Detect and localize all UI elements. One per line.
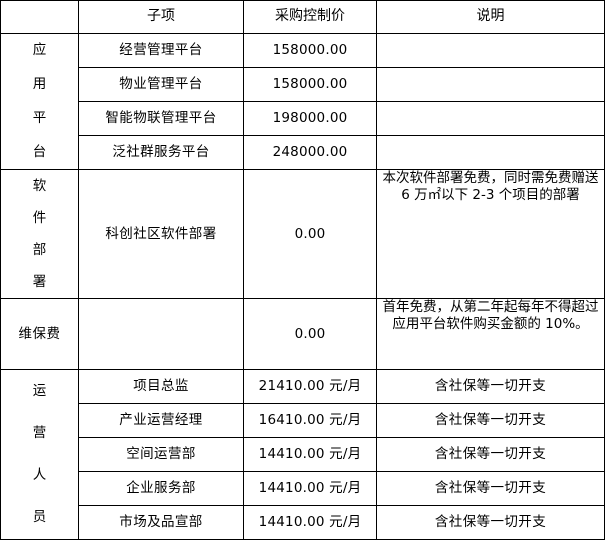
vertical-label: 软 件 部 署 bbox=[1, 170, 78, 298]
price-cell: 14410.00 元/月 bbox=[243, 437, 377, 472]
category-cell-maintenance-fee: 维保费 bbox=[0, 298, 79, 370]
note-cell: 本次软件部署免费，同时需免费赠送 6 万㎡以下 2-3 个项目的部署 bbox=[376, 169, 605, 299]
note-cell: 含社保等一切开支 bbox=[376, 403, 605, 438]
table-row: 物业管理平台 158000.00 bbox=[1, 67, 605, 102]
subitem-cell: 智能物联管理平台 bbox=[78, 101, 244, 136]
vertical-char: 署 bbox=[32, 273, 47, 290]
vertical-char: 员 bbox=[32, 509, 47, 526]
table-row: 应 用 平 台 经营管理平台 158000.00 bbox=[0, 33, 605, 170]
category-cell-operations-staff: 运 营 人 员 bbox=[0, 369, 79, 540]
vertical-char: 运 bbox=[32, 382, 47, 399]
price-cell: 16410.00 元/月 bbox=[243, 403, 377, 438]
category-label: 维保费 bbox=[18, 325, 61, 342]
price-cell: 248000.00 bbox=[243, 135, 377, 170]
subitem-cell: 空间运营部 bbox=[78, 437, 244, 472]
vertical-char: 台 bbox=[32, 143, 47, 160]
subitem-cell: 科创社区软件部署 bbox=[78, 169, 244, 299]
note-cell: 含社保等一切开支 bbox=[376, 437, 605, 472]
header-cell-note: 说明 bbox=[376, 0, 605, 34]
note-cell: 含社保等一切开支 bbox=[376, 505, 605, 540]
vertical-label: 应 用 平 台 bbox=[1, 34, 78, 169]
header-cell-category bbox=[0, 0, 79, 34]
subitem-cell: 项目总监 bbox=[78, 369, 244, 404]
note-cell bbox=[376, 67, 605, 102]
note-cell bbox=[376, 33, 605, 68]
table-header-row: 子项 采购控制价 说明 bbox=[0, 0, 605, 34]
price-cell: 14410.00 元/月 bbox=[243, 505, 377, 540]
table-row: 泛社群服务平台 248000.00 bbox=[1, 135, 605, 170]
subitem-cell: 产业运营经理 bbox=[78, 403, 244, 438]
price-cell: 0.00 bbox=[243, 298, 377, 370]
subitem-cell bbox=[78, 298, 244, 370]
vertical-char: 用 bbox=[32, 76, 47, 93]
table-row: 智能物联管理平台 198000.00 bbox=[1, 101, 605, 136]
category-cell-application-platform: 应 用 平 台 bbox=[0, 33, 79, 170]
note-cell bbox=[376, 101, 605, 136]
table-row: 维保费 0.00 首年免费，从第二年起每年不得超过应用平台软件购买金额的 10%… bbox=[0, 298, 605, 370]
category-cell-software-deployment: 软 件 部 署 bbox=[0, 169, 79, 299]
vertical-char: 应 bbox=[32, 42, 47, 59]
price-cell: 158000.00 bbox=[243, 33, 377, 68]
vertical-char: 平 bbox=[32, 109, 47, 126]
note-cell: 含社保等一切开支 bbox=[376, 369, 605, 404]
vertical-char: 部 bbox=[32, 241, 47, 258]
price-cell: 14410.00 元/月 bbox=[243, 471, 377, 506]
header-cell-price: 采购控制价 bbox=[243, 0, 377, 34]
table-row: 市场及品宣部 14410.00 元/月 含社保等一切开支 bbox=[1, 505, 605, 540]
price-cell: 198000.00 bbox=[243, 101, 377, 136]
price-cell: 0.00 bbox=[243, 169, 377, 299]
subitem-cell: 企业服务部 bbox=[78, 471, 244, 506]
note-cell: 首年免费，从第二年起每年不得超过应用平台软件购买金额的 10%。 bbox=[376, 298, 605, 370]
table-row: 运 营 人 员 项目总监 21410.00 元/月 含社保等一切开支 bbox=[0, 369, 605, 540]
table-row: 产业运营经理 16410.00 元/月 含社保等一切开支 bbox=[1, 403, 605, 438]
note-cell: 含社保等一切开支 bbox=[376, 471, 605, 506]
header-cell-subitem: 子项 bbox=[78, 0, 244, 34]
note-cell bbox=[376, 135, 605, 170]
price-cell: 158000.00 bbox=[243, 67, 377, 102]
vertical-char: 软 bbox=[32, 177, 47, 194]
vertical-char: 营 bbox=[32, 424, 47, 441]
vertical-label: 运 营 人 员 bbox=[1, 370, 78, 539]
subitem-cell: 泛社群服务平台 bbox=[78, 135, 244, 170]
subitem-cell: 经营管理平台 bbox=[78, 33, 244, 68]
table-row: 软 件 部 署 科创社区软件部署 0.00 本次软件部署免费，同时需免费赠送 6… bbox=[0, 169, 605, 299]
vertical-char: 件 bbox=[32, 209, 47, 226]
table-row: 企业服务部 14410.00 元/月 含社保等一切开支 bbox=[1, 471, 605, 506]
vertical-char: 人 bbox=[32, 467, 47, 484]
subitem-cell: 物业管理平台 bbox=[78, 67, 244, 102]
price-cell: 21410.00 元/月 bbox=[243, 369, 377, 404]
table-row: 空间运营部 14410.00 元/月 含社保等一切开支 bbox=[1, 437, 605, 472]
subitem-cell: 市场及品宣部 bbox=[78, 505, 244, 540]
